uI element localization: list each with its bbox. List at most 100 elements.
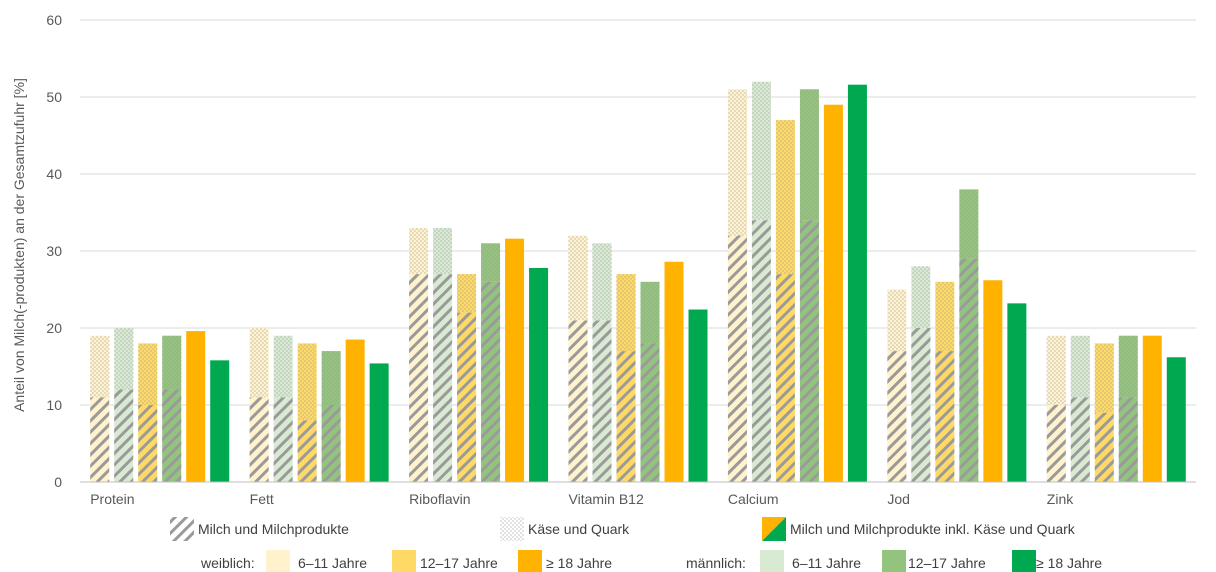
bar-milch-hatch — [114, 389, 134, 482]
x-tick-label: Jod — [887, 491, 910, 507]
bar-kaese-dots — [1046, 335, 1066, 405]
bar-kaese-dots — [249, 328, 269, 398]
bar-milch-hatch — [727, 235, 747, 482]
y-tick-label: 10 — [46, 397, 62, 413]
y-tick-label: 60 — [46, 12, 62, 28]
bar-kaese-dots — [775, 120, 795, 275]
bar-gesamt — [983, 280, 1003, 482]
bar-kaese-dots — [959, 189, 979, 259]
legend-group-maennlich: männlich: — [686, 555, 746, 571]
bar-milch-hatch — [321, 405, 341, 482]
bar-kaese-dots — [297, 343, 317, 421]
bar-milch-hatch — [959, 258, 979, 482]
bar-kaese-dots — [1094, 343, 1114, 413]
bar-milch-hatch — [457, 312, 477, 482]
bar-kaese-dots — [592, 243, 612, 321]
bar-milch-hatch — [751, 220, 771, 482]
bar-milch-hatch — [249, 397, 269, 482]
bar-gesamt — [529, 267, 549, 482]
bar-gesamt — [823, 104, 843, 482]
y-axis-ticks: 0 10 20 30 40 50 60 — [46, 12, 62, 490]
x-tick-label: Vitamin B12 — [569, 491, 644, 507]
bar-kaese-dots — [433, 227, 453, 275]
bar-milch-hatch — [887, 351, 907, 482]
bar-milch-hatch — [775, 274, 795, 482]
bar-kaese-dots — [321, 351, 341, 405]
legend-swatch-w-18 — [518, 550, 542, 572]
x-tick-label: Fett — [250, 491, 274, 507]
bar-milch-hatch — [1118, 397, 1138, 482]
y-tick-label: 0 — [54, 474, 62, 490]
bar-kaese-dots — [616, 274, 636, 352]
bar-kaese-dots — [887, 289, 907, 352]
legend-swatch-milch-hatch — [170, 517, 194, 541]
bar-milch-hatch — [911, 328, 931, 482]
bar-milch-hatch — [481, 281, 501, 482]
bar-kaese-dots — [1070, 335, 1090, 398]
bar-milch-hatch — [90, 397, 110, 482]
y-axis-label: Anteil von Milch(-produkten) an der Gesa… — [11, 78, 27, 412]
y-tick-label: 50 — [46, 89, 62, 105]
bar-kaese-dots — [138, 343, 158, 405]
bar-milch-hatch — [568, 320, 588, 482]
legend: Milch und Milchprodukte Käse und Quark M… — [170, 517, 1102, 572]
bar-gesamt — [186, 331, 206, 482]
bar-kaese-dots — [273, 335, 293, 398]
bar-kaese-dots — [481, 243, 501, 282]
bar-milch-hatch — [640, 343, 660, 482]
legend-swatch-m-18 — [1012, 550, 1036, 572]
bar-milch-hatch — [935, 351, 955, 482]
bar-gesamt — [1007, 303, 1027, 482]
bar-gesamt — [345, 339, 365, 482]
legend-label-m-12-17: 12–17 Jahre — [908, 555, 986, 571]
bar-milch-hatch — [1094, 412, 1114, 482]
bar-milch-hatch — [616, 351, 636, 482]
bar-milch-hatch — [1046, 405, 1066, 482]
bar-gesamt — [505, 238, 525, 482]
x-tick-label: Calcium — [728, 491, 779, 507]
bar-gesamt — [210, 360, 230, 482]
legend-swatch-w-6-11 — [266, 550, 290, 572]
bar-kaese-dots — [751, 81, 771, 221]
bar-kaese-dots — [1118, 335, 1138, 398]
legend-label-kaese: Käse und Quark — [528, 521, 630, 537]
bar-milch-hatch — [1070, 397, 1090, 482]
bar-milch-hatch — [273, 397, 293, 482]
x-axis-ticks: Protein Fett Riboflavin Vitamin B12 Calcium J… — [90, 491, 1074, 507]
bar-kaese-dots — [911, 266, 931, 328]
bar-milch-hatch — [138, 405, 158, 482]
bar-milch-hatch — [162, 389, 182, 482]
bar-milch-hatch — [592, 320, 612, 482]
legend-label-w-6-11: 6–11 Jahre — [298, 555, 367, 571]
bar-kaese-dots — [935, 281, 955, 352]
bar-gesamt — [1166, 357, 1186, 482]
bar-kaese-dots — [727, 89, 747, 236]
bar-milch-hatch — [433, 274, 453, 482]
legend-swatch-gesamt-green — [762, 517, 786, 541]
bars — [90, 81, 1186, 483]
gridlines — [80, 19, 1196, 406]
x-tick-label: Protein — [90, 491, 134, 507]
bar-gesamt — [688, 309, 708, 482]
bar-gesamt — [847, 84, 867, 483]
bar-gesamt — [1142, 335, 1162, 482]
legend-label-w-12-17: 12–17 Jahre — [420, 555, 498, 571]
bar-kaese-dots — [640, 281, 660, 344]
legend-label-gesamt: Milch und Milchprodukte inkl. Käse und Q… — [790, 521, 1076, 537]
bar-kaese-dots — [114, 328, 134, 390]
bar-gesamt — [664, 261, 684, 482]
bar-kaese-dots — [90, 335, 110, 398]
y-tick-label: 20 — [46, 320, 62, 336]
legend-swatch-kaese — [500, 517, 524, 541]
legend-label-m-18: ≥ 18 Jahre — [1036, 555, 1102, 571]
y-tick-label: 40 — [46, 166, 62, 182]
legend-swatch-m-6-11 — [760, 550, 784, 572]
legend-label-w-18: ≥ 18 Jahre — [546, 555, 612, 571]
bar-gesamt — [369, 363, 389, 482]
bar-kaese-dots — [799, 89, 819, 221]
y-tick-label: 30 — [46, 243, 62, 259]
legend-label-m-6-11: 6–11 Jahre — [792, 555, 861, 571]
bar-milch-hatch — [409, 274, 429, 482]
x-tick-label: Riboflavin — [409, 491, 470, 507]
